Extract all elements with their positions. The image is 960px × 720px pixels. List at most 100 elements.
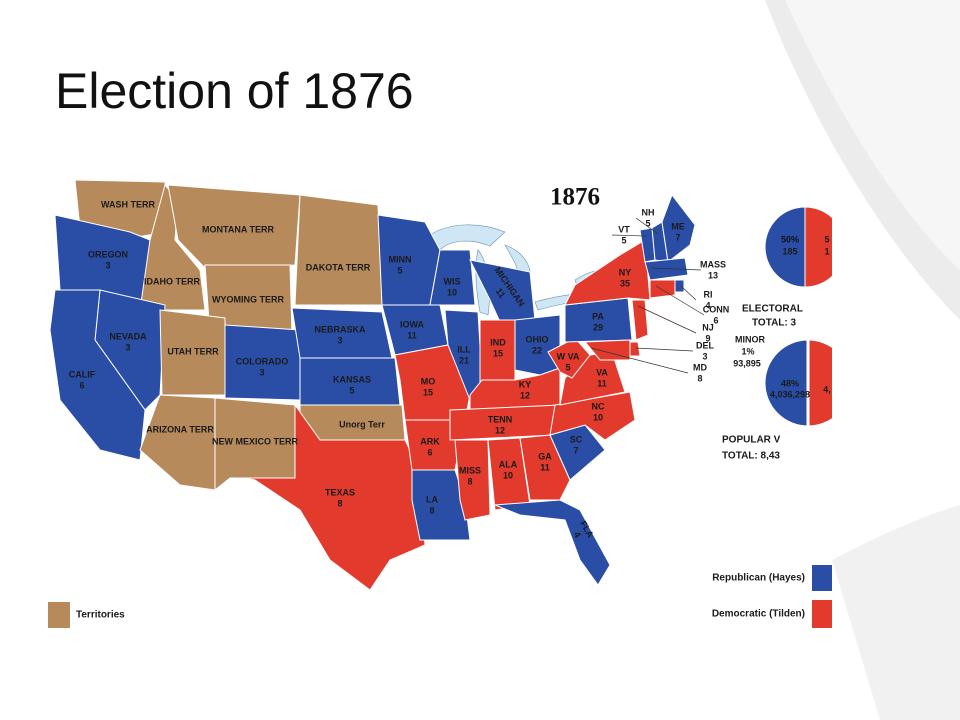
region-name: W VA: [557, 351, 580, 361]
pie-half: [807, 339, 832, 427]
legend-swatch: [812, 565, 832, 591]
region-label: MONTANA TERR: [202, 224, 274, 234]
region-votes: 6: [427, 447, 432, 457]
leader-line: [680, 285, 697, 301]
region: [49, 289, 146, 461]
region-name: NC: [592, 401, 605, 411]
region-votes: 6: [713, 315, 718, 325]
slide-decoration: [785, 0, 960, 270]
region-label: WASH TERR: [101, 199, 156, 209]
region-name: ILL: [457, 344, 471, 354]
region-label: LA8: [426, 494, 438, 515]
region-votes: 5: [565, 362, 570, 372]
region-name: LA: [426, 494, 438, 504]
region: [244, 403, 426, 591]
electoral-label: ELECTORAL: [742, 304, 803, 315]
region-name: OHIO: [525, 334, 548, 344]
region-votes: 3: [125, 342, 130, 352]
region-votes: 11: [494, 286, 508, 300]
region-label: DAKOTA TERR: [306, 262, 371, 272]
region-votes: 5: [349, 385, 354, 395]
pie-label: 4,036,298: [770, 389, 810, 399]
popular-total: TOTAL: 8,43: [722, 451, 780, 462]
region-name: KANSAS: [333, 374, 371, 384]
region-votes: 4: [705, 300, 710, 310]
region-name: TENN: [488, 414, 513, 424]
pie-label: 185: [782, 246, 797, 256]
region-name: IND: [490, 337, 506, 347]
region-label: UTAH TERR: [167, 346, 219, 356]
region-votes: 22: [532, 345, 542, 355]
region-name: MINN: [389, 254, 412, 264]
region-name: MISS: [459, 465, 481, 475]
region-votes: 5: [621, 235, 626, 245]
region-name: WIS: [444, 276, 461, 286]
region: [674, 279, 685, 293]
region-name: NEW MEXICO TERR: [212, 436, 299, 446]
region: [429, 249, 476, 306]
region-label: MD8: [693, 362, 707, 383]
region-name: VT: [618, 224, 630, 234]
region-votes: 15: [423, 387, 433, 397]
legend-swatch: [812, 600, 832, 628]
region-label: IDAHO TERR: [144, 276, 201, 286]
region-name: NEBRASKA: [314, 324, 366, 334]
region-name: ARIZONA TERR: [146, 424, 214, 434]
legend-swatch: [48, 602, 70, 628]
region-votes: 35: [620, 278, 630, 288]
region-votes: 11: [597, 378, 607, 388]
region-votes: 6: [79, 380, 84, 390]
pie-half: [804, 206, 832, 288]
region-votes: 5: [645, 218, 650, 228]
region-label: NEW MEXICO TERR: [212, 436, 299, 446]
region-votes: 3: [105, 260, 110, 270]
region: [661, 193, 696, 263]
legend-label: Democratic (Tilden): [712, 609, 805, 620]
region-votes: 12: [520, 390, 530, 400]
region-label: VT5: [618, 224, 630, 245]
region-name: TEXAS: [325, 487, 355, 497]
region-name: IDAHO TERR: [144, 276, 201, 286]
region-name: DAKOTA TERR: [306, 262, 371, 272]
region-votes: 8: [467, 476, 472, 486]
region-votes: 8: [697, 373, 702, 383]
region-votes: 12: [495, 425, 505, 435]
region: [519, 434, 571, 501]
leader-line: [611, 234, 647, 237]
legend-label: Republican (Hayes): [712, 573, 805, 584]
leader-line: [637, 305, 697, 334]
region-votes: 21: [459, 355, 469, 365]
region: [631, 299, 649, 341]
popular-label: POPULAR V: [722, 435, 781, 446]
region-votes: 29: [593, 322, 603, 332]
leader-line: [650, 267, 702, 271]
region: [494, 499, 611, 586]
region-name: PA: [592, 311, 604, 321]
region-name: MASS: [700, 259, 726, 269]
region-label: ME7: [671, 221, 685, 242]
region: [564, 239, 651, 306]
region-name: SC: [570, 434, 583, 444]
region-votes: 11: [540, 462, 550, 472]
pie-label: 4,: [823, 384, 831, 394]
region-name: RI: [704, 289, 713, 299]
region-label: W VA5: [557, 351, 580, 372]
region-votes: 8: [337, 498, 342, 508]
region-votes: 10: [503, 470, 513, 480]
region: [411, 469, 471, 541]
region: [139, 394, 216, 491]
region-label: NH5: [642, 207, 655, 228]
region-votes: 4: [572, 530, 583, 539]
region: [294, 194, 383, 306]
